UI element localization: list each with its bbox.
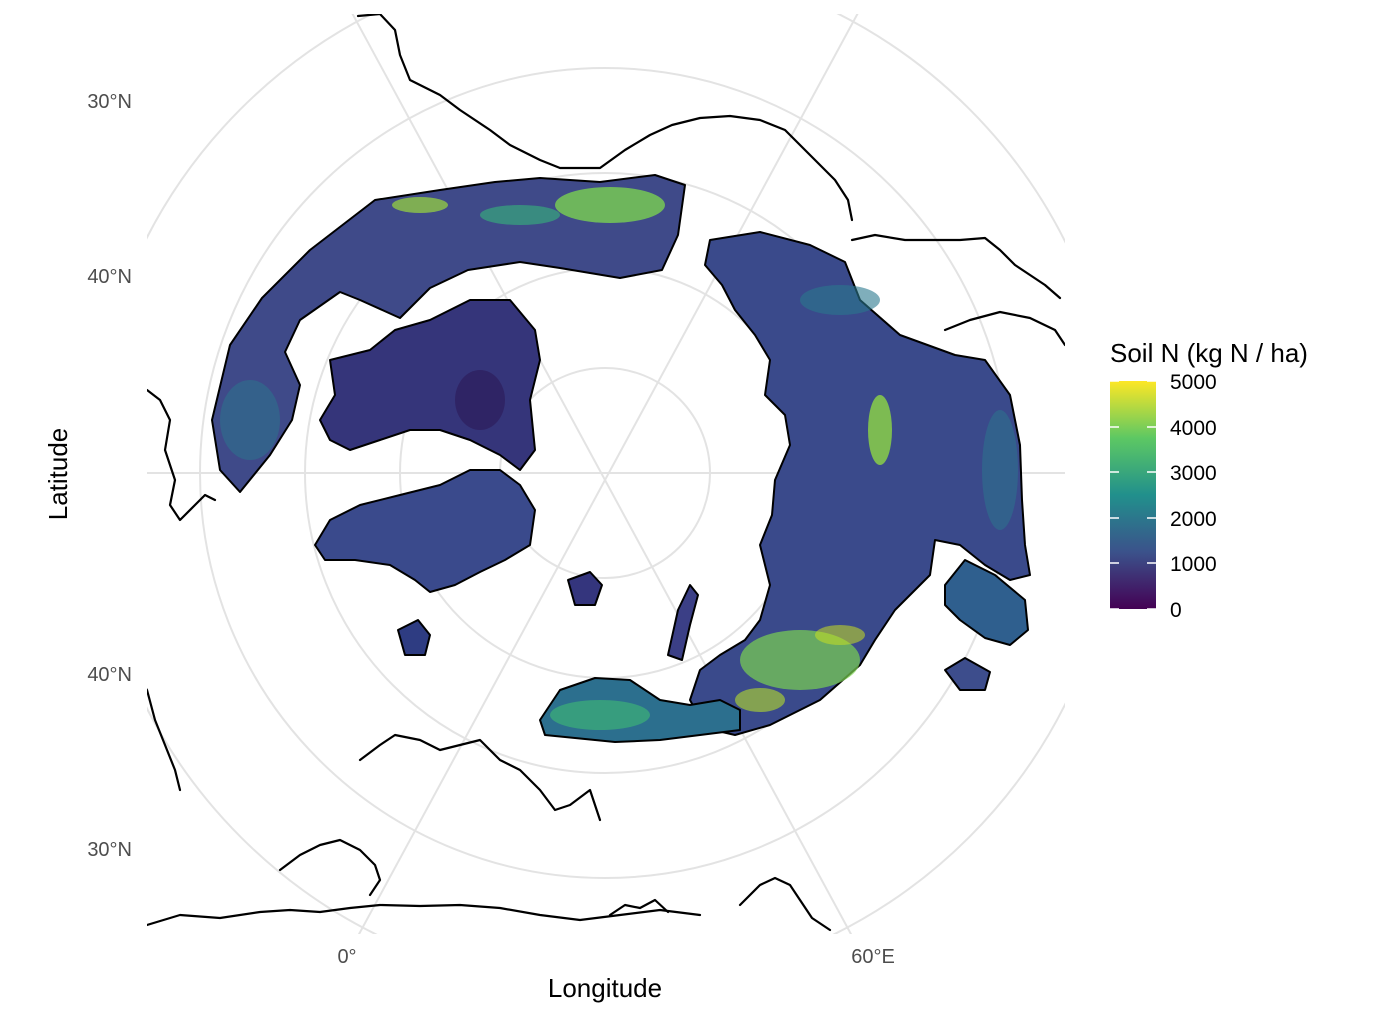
- map-panel: [147, 14, 1065, 934]
- legend-label-4000: 4000: [1170, 417, 1217, 440]
- legend-label-5000: 5000: [1170, 371, 1217, 394]
- greenland-soil: [314, 469, 536, 593]
- north-america-soil: [211, 174, 686, 493]
- legend-title: Soil N (kg N / ha): [1110, 338, 1308, 368]
- novaya-zemlya-soil: [667, 584, 699, 661]
- x-axis-title: Longitude: [548, 973, 662, 1003]
- legend-label-3000: 3000: [1170, 462, 1217, 485]
- eurasia-soil: [689, 231, 1031, 736]
- legend-colorbar: [1110, 381, 1156, 609]
- legend-label-1000: 1000: [1170, 553, 1217, 576]
- x-tick-60e: 60°E: [851, 946, 895, 968]
- x-axis-ticks: 0° 60°E: [337, 946, 894, 968]
- y-tick-bottom-40: 40°N: [87, 664, 132, 686]
- far-east-soil: [944, 657, 991, 691]
- arctic-archipelago-soil: [319, 299, 541, 471]
- legend-label-0: 0: [1170, 599, 1182, 622]
- iceland-soil: [397, 619, 431, 656]
- high-nitrogen-hotspots: [220, 187, 1018, 730]
- y-tick-bottom-30: 30°N: [87, 839, 132, 861]
- central-asia-soil: [944, 559, 1029, 646]
- y-tick-top-30: 30°N: [87, 91, 132, 113]
- legend-label-2000: 2000: [1170, 508, 1217, 531]
- legend: Soil N (kg N / ha) 5000 4000 3000 2000 1…: [1110, 338, 1308, 622]
- x-tick-0: 0°: [337, 946, 356, 968]
- y-tick-top-40: 40°N: [87, 266, 132, 288]
- coastlines: [147, 14, 1065, 932]
- legend-tick-marks: [1110, 380, 1156, 610]
- svalbard-soil: [567, 571, 603, 606]
- soil-nitrogen-raster: [211, 174, 1031, 743]
- y-axis-title: Latitude: [43, 428, 73, 521]
- y-axis-ticks: 30°N 40°N 40°N 30°N: [87, 91, 132, 861]
